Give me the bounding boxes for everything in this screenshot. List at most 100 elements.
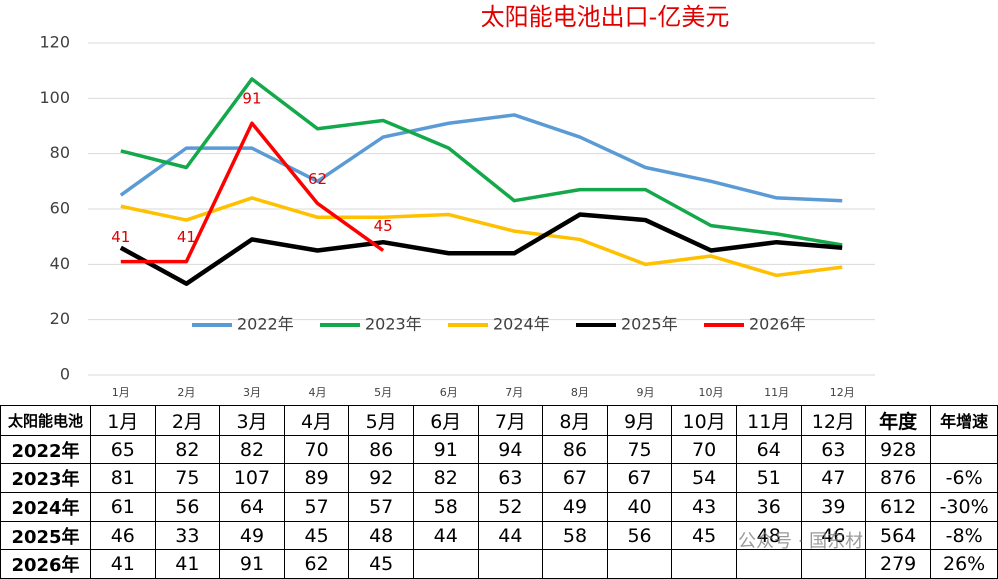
y-tick-label: 60: [50, 199, 70, 218]
table-cell: 51: [735, 463, 802, 494]
table-cell: 65: [90, 434, 156, 465]
table-row: 2022年 65 82 82 70 86 91 94 86 75 70 64 63 928: [0, 434, 998, 465]
table-cell: 年增速: [930, 405, 998, 436]
table-cell: 82: [412, 463, 479, 494]
series-line: [120, 121, 385, 264]
x-tick-label: 8月: [571, 386, 589, 399]
table-cell: 81: [90, 463, 156, 494]
table-cell: [671, 549, 737, 579]
table-cell: 58: [412, 492, 479, 522]
table-cell: 41: [90, 549, 156, 579]
table-cell: 2月: [154, 405, 221, 436]
table-cell: 63: [477, 463, 544, 494]
table-cell: 41: [154, 549, 221, 579]
chart: 太阳能电池出口-亿美元 0 20 40 60 80 100 120 1月 2月 3月 4月 5月 6月 7…: [39, 3, 875, 399]
table-cell: 36: [735, 492, 802, 522]
y-tick-label: 80: [50, 143, 70, 162]
table-cell: [735, 549, 802, 579]
x-tick-label: 1月: [112, 386, 130, 399]
table-cell: 33: [154, 520, 221, 551]
table-cell: 63: [800, 434, 867, 465]
table-cell: 57: [283, 492, 350, 522]
table-cell: 56: [154, 492, 221, 522]
x-tick-label: 6月: [440, 386, 458, 399]
table-cell: 82: [154, 434, 221, 465]
table-cell: 70: [671, 434, 737, 465]
table-cell: 64: [219, 492, 285, 522]
data-label: 45: [374, 217, 393, 235]
x-tick-label: 4月: [309, 386, 327, 399]
table-cell: 91: [219, 549, 285, 579]
x-tick-label: 3月: [243, 386, 261, 399]
data-label: 41: [111, 228, 130, 246]
table-cell: 12月: [800, 405, 867, 436]
x-tick-label: 10月: [699, 386, 724, 399]
data-table: 太阳能电池 1月 2月 3月 4月 5月 6月 7月 8月 9月 10月 11月 12月 年度 年增速 202…: [0, 405, 998, 579]
y-tick-label: 20: [50, 309, 70, 328]
table-cell: 2024年: [0, 492, 91, 522]
table-cell: -8%: [930, 520, 998, 551]
watermark: 公众号 · 国东材: [738, 531, 864, 552]
table-cell: 1月: [90, 405, 156, 436]
table-cell: 44: [477, 520, 544, 551]
data-label: 91: [242, 90, 261, 108]
y-tick-label: 0: [60, 365, 70, 384]
table-cell: 47: [800, 463, 867, 494]
legend-label: 2026年: [749, 315, 806, 334]
y-tick-label: 40: [50, 254, 70, 273]
table-cell: 6月: [412, 405, 479, 436]
table-cell: 86: [348, 434, 414, 465]
table-cell: 8月: [542, 405, 608, 436]
table-cell: 52: [477, 492, 544, 522]
table-cell: 279: [865, 549, 932, 579]
x-tick-label: 9月: [636, 386, 654, 399]
table-cell: 2023年: [0, 463, 91, 494]
series-line: [119, 113, 843, 203]
table-cell: 67: [542, 463, 608, 494]
table-cell: -30%: [930, 492, 998, 522]
table-cell: [542, 549, 608, 579]
table-cell: 107: [219, 463, 285, 494]
table-cell: [800, 549, 867, 579]
series-line: [120, 77, 843, 247]
table-cell: 2026年: [0, 549, 91, 579]
x-tick-label: 2月: [177, 386, 195, 399]
table-cell: 612: [865, 492, 932, 522]
legend-label: 2025年: [621, 315, 678, 334]
table-row: 2024年 61 56 64 57 57 58 52 49 40 43 36 39 612 -30%: [0, 492, 998, 522]
table-cell: 40: [606, 492, 673, 522]
table-cell: -6%: [930, 463, 998, 494]
table-cell: 48: [735, 520, 802, 551]
x-tick-label: 7月: [505, 386, 523, 399]
table-cell: 49: [542, 492, 608, 522]
series-line: [119, 212, 843, 286]
table-cell: 49: [219, 520, 285, 551]
table-cell: 45: [671, 520, 737, 551]
legend-label: 2022年: [237, 315, 294, 334]
table-cell: 94: [477, 434, 544, 465]
table-cell: 75: [154, 463, 221, 494]
table-cell: 10月: [671, 405, 737, 436]
table-cell: 56: [606, 520, 673, 551]
table-row: 2023年 81 75 107 89 92 82 63 67 67 54 51 47 876 -6%: [0, 463, 998, 494]
table-cell: 7月: [477, 405, 544, 436]
data-label: 62: [308, 170, 327, 188]
legend-label: 2024年: [493, 315, 550, 334]
table-cell: 3月: [219, 405, 285, 436]
table-cell: [606, 549, 673, 579]
table-row: 太阳能电池 1月 2月 3月 4月 5月 6月 7月 8月 9月 10月 11月 12月 年度 年增速: [0, 405, 998, 436]
chart-title: 太阳能电池出口-亿美元: [481, 3, 730, 31]
table-cell: 67: [606, 463, 673, 494]
table-cell: 64: [735, 434, 802, 465]
table-cell: 45: [348, 549, 414, 579]
x-tick-label: 12月: [830, 386, 855, 399]
table-cell: 876: [865, 463, 932, 494]
table-cell: 39: [800, 492, 867, 522]
table-cell: 70: [283, 434, 350, 465]
table-cell: 86: [542, 434, 608, 465]
table-cell: 58: [542, 520, 608, 551]
x-tick-label: 5月: [374, 386, 392, 399]
table-cell: 62: [283, 549, 350, 579]
data-label: 41: [177, 228, 196, 246]
table-row: 2025年 46 33 49 45 48 44 44 58 56 45 48 46 564 -8%: [0, 520, 998, 551]
